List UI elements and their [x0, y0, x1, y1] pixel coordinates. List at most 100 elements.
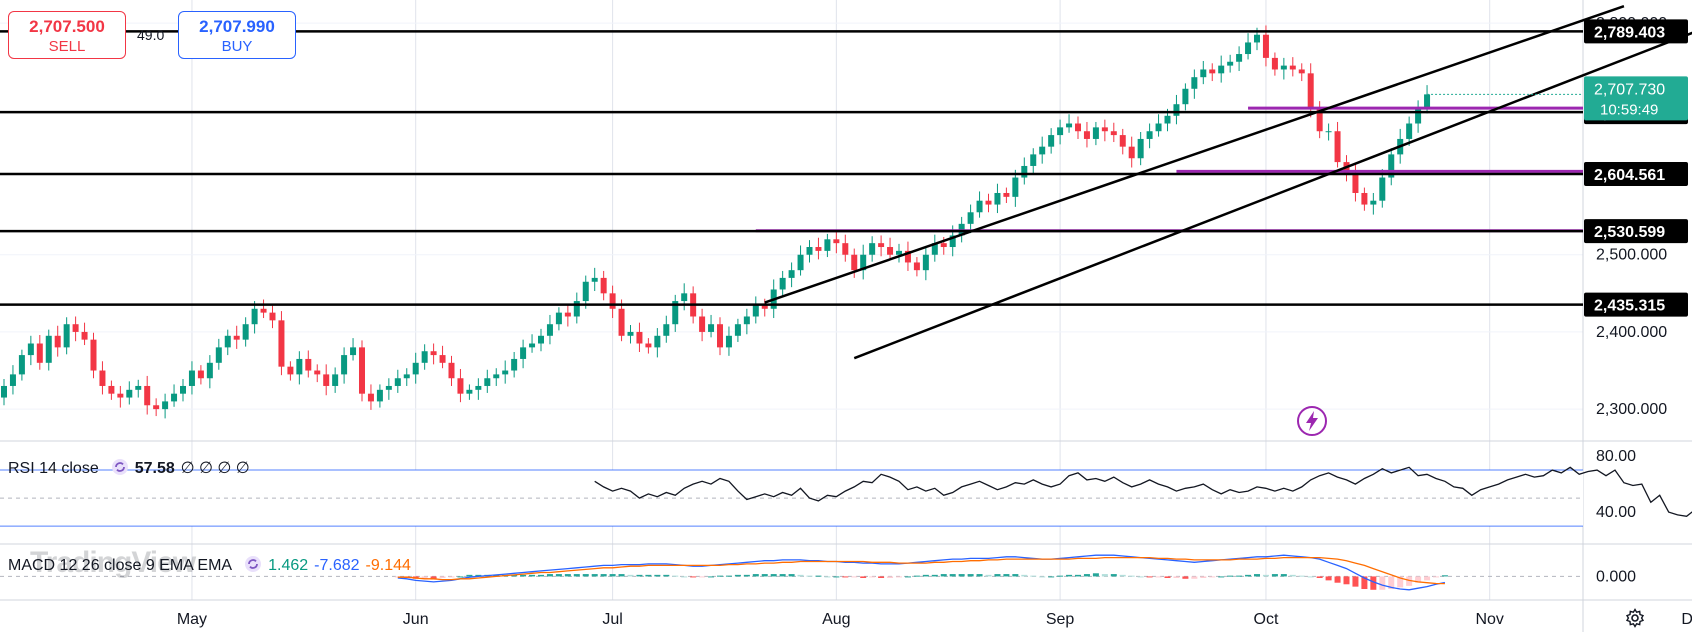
candle-body — [672, 301, 679, 325]
candle-body — [922, 254, 929, 271]
buy-label: BUY — [221, 38, 253, 55]
candle-body — [645, 343, 652, 348]
price-level-tag — [1584, 19, 1688, 44]
channel-lower-line[interactable] — [853, 31, 1692, 360]
current-price-text: 2,707.730 — [1594, 81, 1665, 98]
buy-button[interactable]: 2,707.990 BUY — [178, 11, 296, 59]
candle-body — [779, 277, 786, 290]
macd-histogram-bar — [976, 574, 983, 577]
tradingview-watermark: TradingView — [30, 546, 196, 579]
macd-histogram-bar — [1262, 574, 1269, 577]
macd-histogram-bar — [1245, 574, 1252, 577]
candle-body — [752, 304, 759, 317]
candle-body — [9, 374, 16, 386]
candle-body — [994, 192, 1001, 205]
candle-body — [1218, 65, 1225, 74]
candle-body — [976, 200, 983, 213]
macd-histogram-bar — [600, 574, 607, 577]
candle-body — [833, 239, 840, 244]
candle-body — [967, 212, 974, 224]
macd-legend[interactable]: MACD 12 26 close 9 EMA EMA 1.462 -7.682 -9.… — [8, 555, 417, 575]
macd-histogram-bar — [1307, 576, 1314, 578]
candle-body — [1048, 135, 1055, 147]
macd-histogram-bar — [555, 574, 562, 577]
candle-body — [931, 243, 938, 255]
candle-body — [502, 370, 509, 375]
macd-histogram-bar — [806, 575, 813, 577]
candle-body — [269, 312, 276, 321]
macd-histogram-bar — [448, 576, 455, 578]
candle-body — [788, 270, 795, 278]
candle-body — [851, 254, 858, 271]
candle-body — [403, 374, 410, 379]
price-axis-tick: 2,300.000 — [1596, 401, 1667, 418]
candle-body — [538, 335, 544, 344]
candle-body — [180, 385, 186, 394]
macd-histogram-bar — [815, 575, 822, 577]
macd-histogram-bar — [851, 576, 858, 578]
macd-histogram-bar — [860, 576, 867, 578]
candle-body — [1173, 104, 1180, 116]
macd-histogram-bar — [994, 574, 1001, 577]
indicator-settings-icon[interactable] — [244, 555, 262, 573]
candle-body — [1182, 88, 1189, 105]
price-level-tag — [1584, 292, 1688, 317]
candle-body — [1370, 200, 1377, 205]
rsi-value: 57.58 — [134, 460, 175, 477]
macd-histogram-bar — [645, 574, 652, 577]
rsi-legend[interactable]: RSI 14 close 57.58 ∅ ∅ ∅ ∅ — [8, 458, 256, 478]
buy-price: 2,707.990 — [199, 17, 275, 36]
candle-body — [761, 304, 768, 309]
candle-body — [350, 347, 357, 356]
macd-histogram-bar — [1039, 576, 1046, 578]
macd-histogram-bar — [538, 574, 544, 577]
candle-body — [1012, 177, 1019, 197]
macd-histogram-bar — [439, 576, 446, 578]
candle-body — [1424, 94, 1431, 109]
rsi-band-fill — [0, 470, 1583, 527]
candle-body — [860, 254, 867, 271]
candle-body — [135, 385, 142, 390]
time-axis-label: Nov — [1475, 611, 1503, 628]
macd-histogram-bar — [1110, 574, 1117, 577]
candle-body — [520, 347, 527, 359]
candle-body — [734, 324, 741, 336]
gear-icon[interactable] — [1625, 608, 1645, 628]
macd-histogram-bar — [1227, 575, 1234, 577]
candle-body — [385, 385, 392, 390]
candle-body — [1075, 123, 1081, 132]
candle-body — [743, 316, 750, 325]
macd-histogram-bar — [1254, 574, 1260, 577]
candle-body — [717, 324, 723, 348]
macd-signal-value: -9.144 — [365, 557, 411, 574]
macd-histogram-bar — [1379, 576, 1386, 590]
macd-histogram-bar — [797, 574, 804, 577]
candle-body — [1110, 131, 1117, 136]
candle-body — [475, 385, 482, 390]
candle-body — [90, 339, 97, 371]
sell-price: 2,707.500 — [29, 17, 105, 36]
macd-histogram-bar — [1433, 576, 1439, 578]
macd-histogram-bar — [752, 574, 759, 577]
sell-button[interactable]: 2,707.500 SELL — [8, 11, 126, 59]
macd-histogram-bar — [1397, 576, 1404, 588]
candle-body — [654, 335, 661, 348]
candle-body — [878, 243, 885, 248]
candle-body — [1083, 131, 1090, 139]
candle-body — [1388, 154, 1395, 178]
macd-histogram-bar — [717, 575, 723, 577]
indicator-settings-icon[interactable] — [111, 458, 129, 476]
macd-histogram-bar — [421, 576, 428, 579]
macd-histogram-bar — [1280, 574, 1287, 577]
candle-body — [233, 335, 240, 340]
macd-histogram-bar — [1298, 575, 1305, 577]
candle-body — [600, 277, 607, 294]
channel-upper-line[interactable] — [764, 4, 1625, 304]
macd-histogram-bar — [1352, 576, 1359, 587]
lightning-icon[interactable] — [1296, 405, 1328, 437]
candle-body — [1334, 131, 1341, 163]
candle-body — [412, 362, 419, 375]
candle-body — [1254, 34, 1260, 43]
macd-histogram-bar — [636, 574, 643, 577]
